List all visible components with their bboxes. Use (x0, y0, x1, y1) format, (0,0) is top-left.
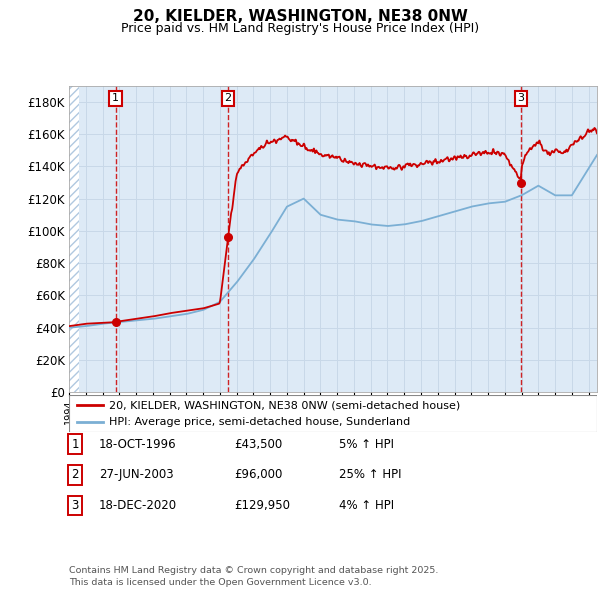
Text: 4% ↑ HPI: 4% ↑ HPI (339, 499, 394, 512)
Text: Price paid vs. HM Land Registry's House Price Index (HPI): Price paid vs. HM Land Registry's House … (121, 22, 479, 35)
Text: £43,500: £43,500 (234, 438, 282, 451)
Text: 3: 3 (517, 93, 524, 103)
Text: 2: 2 (224, 93, 232, 103)
Text: 20, KIELDER, WASHINGTON, NE38 0NW (semi-detached house): 20, KIELDER, WASHINGTON, NE38 0NW (semi-… (109, 401, 460, 410)
Text: 25% ↑ HPI: 25% ↑ HPI (339, 468, 401, 481)
Text: 20, KIELDER, WASHINGTON, NE38 0NW: 20, KIELDER, WASHINGTON, NE38 0NW (133, 9, 467, 24)
Text: 18-DEC-2020: 18-DEC-2020 (99, 499, 177, 512)
Text: HPI: Average price, semi-detached house, Sunderland: HPI: Average price, semi-detached house,… (109, 418, 410, 427)
Text: 2: 2 (71, 468, 79, 481)
Text: 3: 3 (71, 499, 79, 512)
Text: 1: 1 (71, 438, 79, 451)
Text: Contains HM Land Registry data © Crown copyright and database right 2025.
This d: Contains HM Land Registry data © Crown c… (69, 566, 439, 587)
Text: £129,950: £129,950 (234, 499, 290, 512)
Text: 1: 1 (112, 93, 119, 103)
Text: 5% ↑ HPI: 5% ↑ HPI (339, 438, 394, 451)
Text: 18-OCT-1996: 18-OCT-1996 (99, 438, 176, 451)
Text: £96,000: £96,000 (234, 468, 283, 481)
Text: 27-JUN-2003: 27-JUN-2003 (99, 468, 173, 481)
